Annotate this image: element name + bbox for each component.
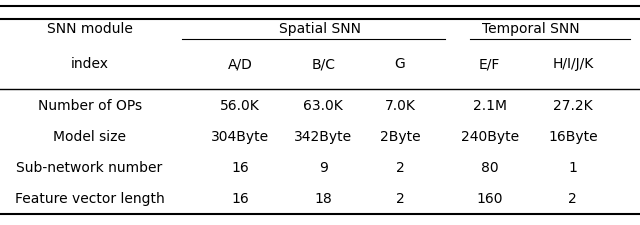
Text: Model size: Model size xyxy=(53,129,126,143)
Text: 160: 160 xyxy=(476,191,503,205)
Text: B/C: B/C xyxy=(311,57,335,71)
Text: index: index xyxy=(70,57,109,71)
Text: 27.2K: 27.2K xyxy=(553,99,593,112)
Text: 2.1M: 2.1M xyxy=(472,99,507,112)
Text: 2: 2 xyxy=(396,160,404,174)
Text: 2Byte: 2Byte xyxy=(380,129,420,143)
Text: 63.0K: 63.0K xyxy=(303,99,343,112)
Text: 7.0K: 7.0K xyxy=(385,99,415,112)
Text: 2: 2 xyxy=(568,191,577,205)
Text: 80: 80 xyxy=(481,160,499,174)
Text: Sub-network number: Sub-network number xyxy=(17,160,163,174)
Text: 18: 18 xyxy=(314,191,332,205)
Text: H/I/J/K: H/I/J/K xyxy=(552,57,593,71)
Text: Temporal SNN: Temporal SNN xyxy=(483,22,580,36)
Text: Spatial SNN: Spatial SNN xyxy=(279,22,361,36)
Text: 16: 16 xyxy=(231,160,249,174)
Text: G: G xyxy=(395,57,405,71)
Text: 9: 9 xyxy=(319,160,328,174)
Text: 1: 1 xyxy=(568,160,577,174)
Text: 304Byte: 304Byte xyxy=(211,129,269,143)
Text: Feature vector length: Feature vector length xyxy=(15,191,164,205)
Text: Number of OPs: Number of OPs xyxy=(38,99,141,112)
Text: 16Byte: 16Byte xyxy=(548,129,598,143)
Text: A/D: A/D xyxy=(228,57,252,71)
Text: 342Byte: 342Byte xyxy=(294,129,352,143)
Text: SNN module: SNN module xyxy=(47,22,132,36)
Text: 16: 16 xyxy=(231,191,249,205)
Text: 240Byte: 240Byte xyxy=(461,129,518,143)
Text: 56.0K: 56.0K xyxy=(220,99,260,112)
Text: 2: 2 xyxy=(396,191,404,205)
Text: E/F: E/F xyxy=(479,57,500,71)
